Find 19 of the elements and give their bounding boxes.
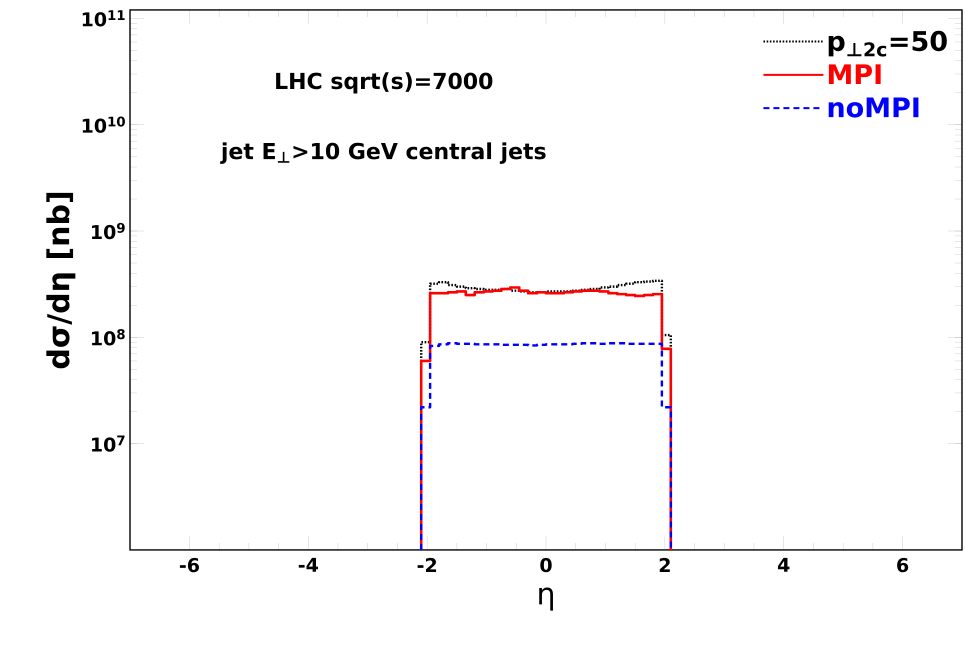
x-tick-label: -2 <box>418 558 436 572</box>
x-tick-label: -4 <box>298 558 318 572</box>
legend-label: p$_{⊥2c}$=50 <box>828 30 947 57</box>
legend-label: noMPI <box>828 98 918 118</box>
x-tick-label: 6 <box>897 558 908 572</box>
x-tick-label: 0 <box>540 558 552 572</box>
y-tick-label: 10$^{9}$ <box>92 222 125 240</box>
x-tick-label: 2 <box>660 558 670 572</box>
annotation: LHC sqrt(s)=7000 <box>276 72 492 94</box>
y-tick-label: 10$^{11}$ <box>82 10 125 27</box>
y-tick-label: 10$^{10}$ <box>82 116 125 133</box>
x-axis-title: η <box>539 588 553 611</box>
x-tick-label: -6 <box>180 558 199 572</box>
y-tick-label: 10$^{8}$ <box>92 329 125 346</box>
legend-label: MPI <box>828 64 881 84</box>
y-axis-title: dσ/dη [nb] <box>46 192 76 368</box>
annotation: jet E$_{⊥}$>10 GeV central jets <box>220 142 546 164</box>
x-tick-label: 4 <box>778 558 790 572</box>
y-tick-label: 10$^{7}$ <box>92 436 125 452</box>
